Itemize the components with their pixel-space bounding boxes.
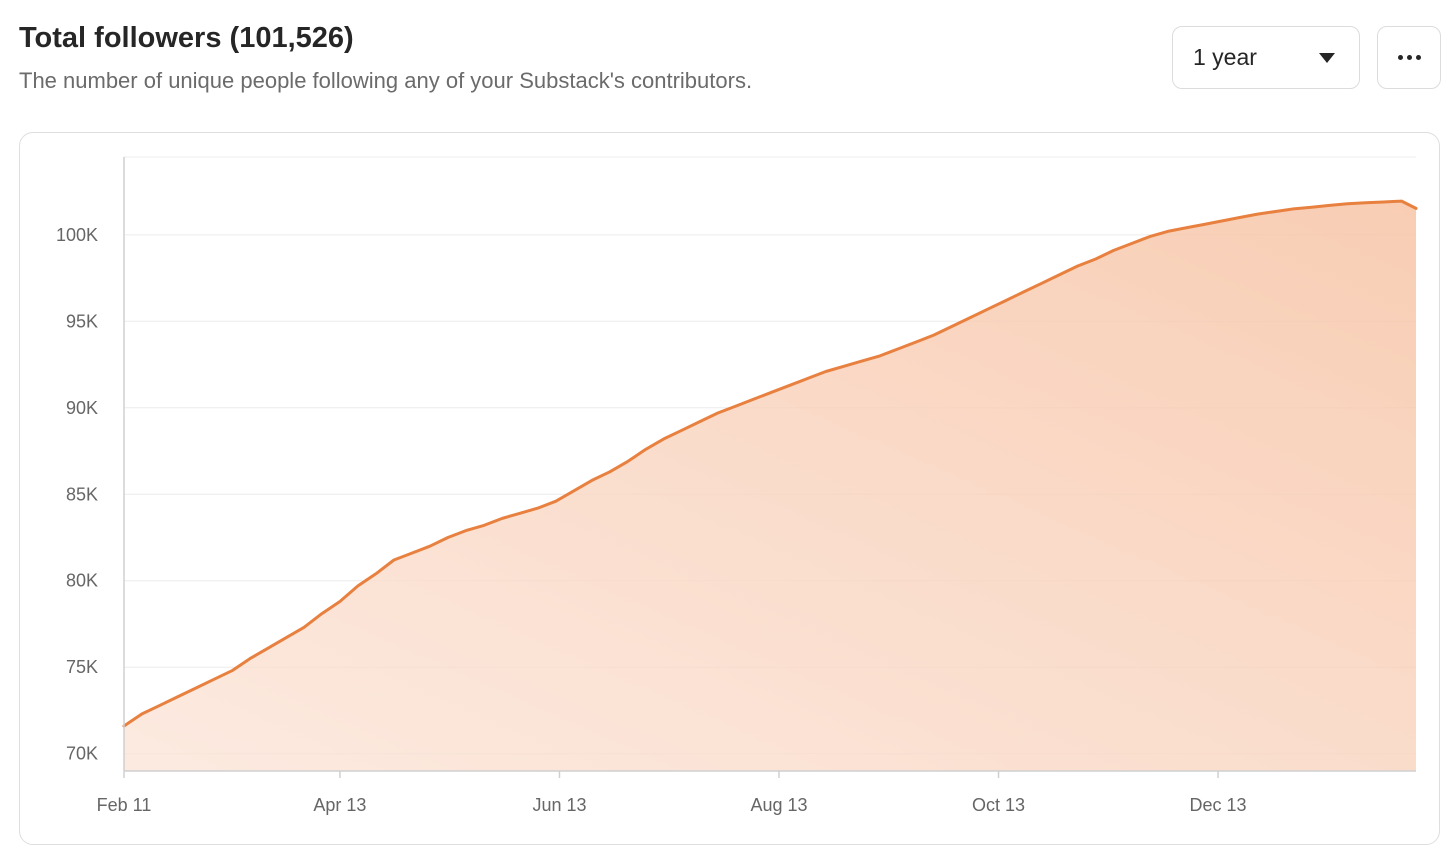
time-range-value: 1 year [1193,44,1257,70]
y-tick-label: 75K [66,657,98,677]
page-title: Total followers (101,526) [19,22,354,54]
caret-down-icon [1319,52,1335,63]
y-tick-label: 70K [66,744,98,764]
x-tick-label: Aug 13 [750,795,807,815]
x-tick-label: Apr 13 [313,795,366,815]
more-horizontal-icon [1397,55,1421,60]
x-tick-label: Oct 13 [972,795,1025,815]
page-subtitle: The number of unique people following an… [19,68,753,93]
y-tick-label: 95K [66,311,98,331]
y-tick-label: 80K [66,571,98,591]
y-tick-label: 90K [66,398,98,418]
x-tick-label: Jun 13 [532,795,586,815]
followers-area-fill [124,201,1416,772]
followers-series-line [122,199,1418,728]
followers-area-chart: 70K 75K 80K 85K 90K 95K 100K Feb 11 Apr 13 Jun 13… [56,156,1418,815]
time-range-select[interactable]: 1 year [1172,26,1360,89]
x-tick-label: Dec 13 [1190,795,1247,815]
x-tick-label: Feb 11 [97,795,152,815]
y-tick-label: 85K [66,484,98,504]
y-tick-label: 100K [56,225,98,245]
chart-card: 70K 75K 80K 85K 90K 95K 100K Feb 11 Apr 13 Jun 13… [19,132,1440,845]
more-options-button[interactable] [1377,26,1441,89]
